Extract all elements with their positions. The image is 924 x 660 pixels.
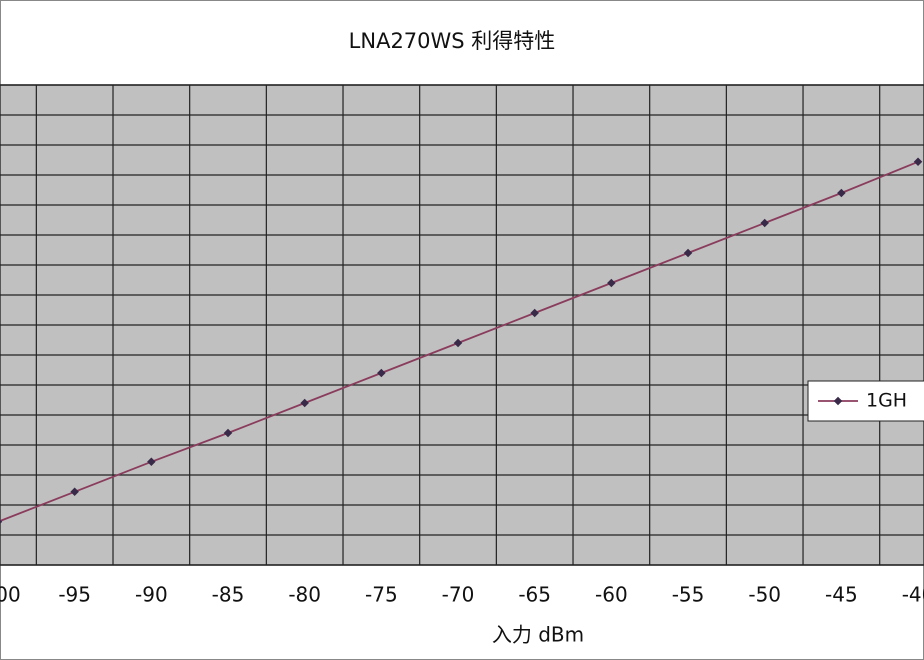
x-tick-label: -80 [288, 583, 321, 607]
x-tick-label: -100 [0, 583, 21, 607]
data-point [223, 428, 233, 438]
x-tick-label: -75 [365, 583, 398, 607]
x-tick-label: -45 [825, 583, 858, 607]
x-tick-label: -95 [58, 583, 91, 607]
data-point [530, 308, 539, 318]
data-point [300, 398, 309, 408]
x-tick-label: -40 [902, 583, 924, 607]
x-tick-label: -60 [595, 583, 628, 607]
x-tick-label: -50 [748, 583, 781, 607]
legend: 1GH [807, 380, 924, 422]
data-point [147, 457, 156, 467]
x-tick-label: -55 [672, 583, 705, 607]
data-point [70, 487, 79, 497]
legend-marker [833, 396, 843, 406]
x-tick-label: -65 [518, 583, 551, 607]
x-tick-label: -70 [442, 583, 475, 607]
data-point [607, 278, 616, 288]
legend-label: 1GH [866, 390, 907, 412]
data-point [453, 338, 463, 348]
chart-title: LNA270WS 利得特性 [349, 29, 556, 53]
data-point [377, 368, 386, 378]
x-tick-label: -85 [212, 583, 245, 607]
x-tick-label: -90 [135, 583, 168, 607]
x-axis-label: 入力 dBm [492, 623, 584, 647]
